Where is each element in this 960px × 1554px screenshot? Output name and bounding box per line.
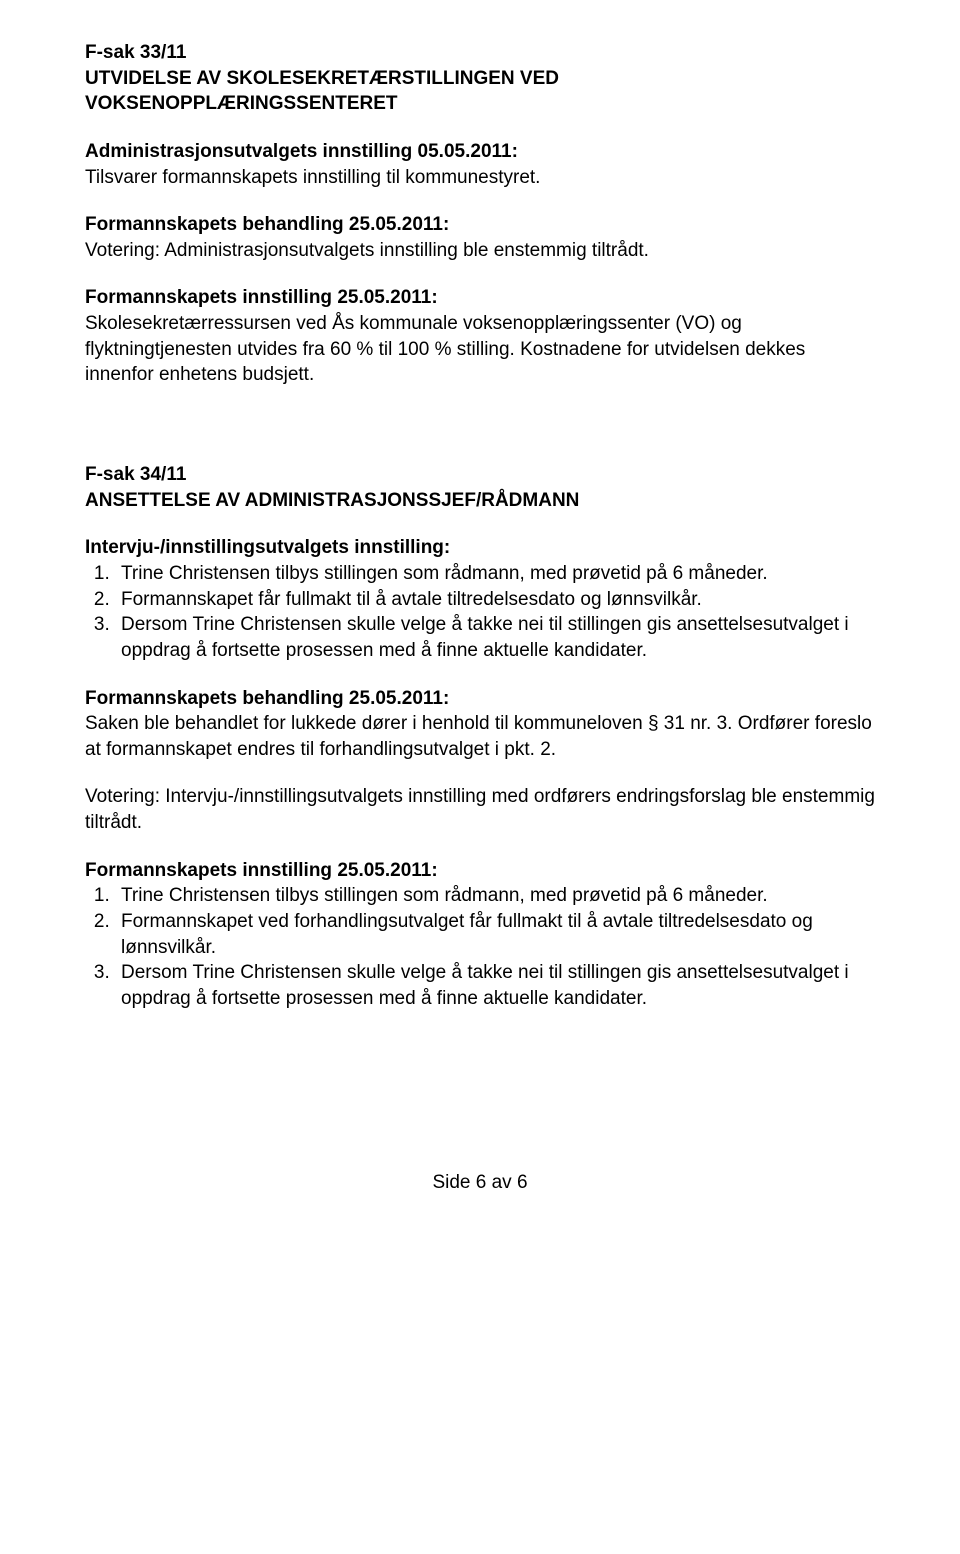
case-1-title-line1: UTVIDELSE AV SKOLESEKRETÆRSTILLINGEN VED bbox=[85, 68, 559, 89]
case-2: F-sak 34/11 ANSETTELSE AV ADMINISTRASJON… bbox=[85, 462, 875, 1012]
list-item: Trine Christensen tilbys stillingen som … bbox=[115, 883, 875, 909]
case-1-innstilling-heading: Formannskapets innstilling 25.05.2011: bbox=[85, 285, 875, 311]
case-1-behandling-body: Votering: Administrasjonsutvalgets innst… bbox=[85, 238, 875, 264]
case-1-behandling-heading: Formannskapets behandling 25.05.2011: bbox=[85, 212, 875, 238]
case-1-innstilling-body: Skolesekretærressursen ved Ås kommunale … bbox=[85, 311, 875, 388]
list-item: Formannskapet ved forhandlingsutvalget f… bbox=[115, 909, 875, 960]
case-2-behandling-body: Saken ble behandlet for lukkede dører i … bbox=[85, 711, 875, 762]
case-2-title: ANSETTELSE AV ADMINISTRASJONSSJEF/RÅDMAN… bbox=[85, 488, 875, 514]
case-2-innstilling-list: Trine Christensen tilbys stillingen som … bbox=[85, 883, 875, 1011]
case-1-title-line2: VOKSENOPPLÆRINGSSENTERET bbox=[85, 93, 398, 114]
list-item: Dersom Trine Christensen skulle velge å … bbox=[115, 960, 875, 1011]
list-item: Dersom Trine Christensen skulle velge å … bbox=[115, 612, 875, 663]
list-item: Trine Christensen tilbys stillingen som … bbox=[115, 561, 875, 587]
case-1: F-sak 33/11 UTVIDELSE AV SKOLESEKRETÆRST… bbox=[85, 40, 875, 388]
case-1-title: UTVIDELSE AV SKOLESEKRETÆRSTILLINGEN VED… bbox=[85, 66, 875, 117]
case-2-behandling-heading: Formannskapets behandling 25.05.2011: bbox=[85, 686, 875, 712]
case-1-id: F-sak 33/11 bbox=[85, 40, 875, 66]
case-2-innstilling-heading: Formannskapets innstilling 25.05.2011: bbox=[85, 858, 875, 884]
case-2-intervju-list: Trine Christensen tilbys stillingen som … bbox=[85, 561, 875, 664]
page-footer: Side 6 av 6 bbox=[85, 1172, 875, 1194]
case-1-admin-heading: Administrasjonsutvalgets innstilling 05.… bbox=[85, 139, 875, 165]
case-2-id: F-sak 34/11 bbox=[85, 462, 875, 488]
case-2-intervju-heading: Intervju-/innstillingsutvalgets innstill… bbox=[85, 535, 875, 561]
list-item: Formannskapet får fullmakt til å avtale … bbox=[115, 587, 875, 613]
case-2-votering-body: Votering: Intervju-/innstillingsutvalget… bbox=[85, 784, 875, 835]
case-1-admin-body: Tilsvarer formannskapets innstilling til… bbox=[85, 165, 875, 191]
